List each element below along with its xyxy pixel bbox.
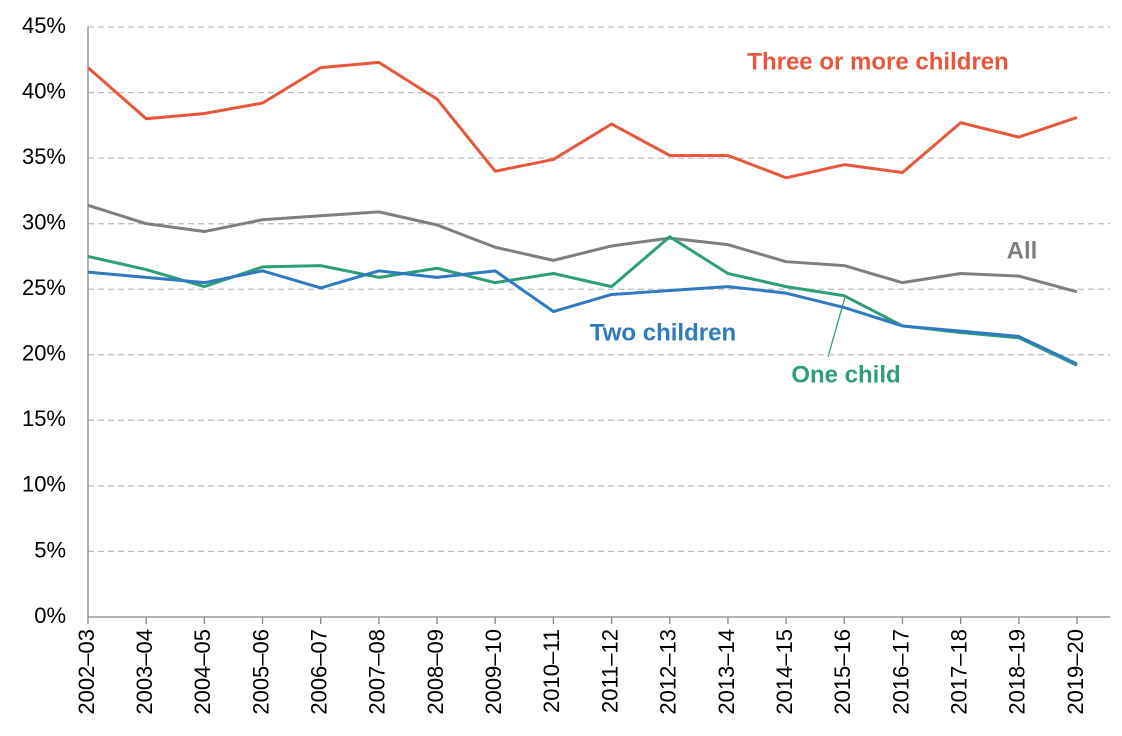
x-tick-label: 2014–15 bbox=[772, 629, 797, 715]
series-label: Two children bbox=[590, 319, 736, 346]
x-tick-label: 2004–05 bbox=[190, 629, 215, 715]
x-tick-label: 2011–12 bbox=[597, 629, 622, 713]
x-tick-label: 2010–11 bbox=[539, 629, 564, 713]
x-tick-label: 2006–07 bbox=[307, 629, 332, 715]
x-tick-label: 2012–13 bbox=[656, 629, 681, 715]
y-tick-label: 35% bbox=[22, 144, 66, 169]
x-tick-label: 2002–03 bbox=[74, 629, 99, 715]
x-tick-label: 2015–16 bbox=[830, 629, 855, 715]
y-tick-label: 40% bbox=[22, 78, 66, 103]
y-tick-label: 45% bbox=[22, 13, 66, 38]
series-label: All bbox=[1007, 237, 1038, 264]
x-tick-label: 2005–06 bbox=[248, 629, 273, 715]
x-tick-label: 2013–14 bbox=[714, 629, 739, 715]
y-tick-label: 25% bbox=[22, 275, 66, 300]
y-tick-label: 15% bbox=[22, 406, 66, 431]
series-line bbox=[87, 203, 1078, 294]
x-tick-label: 2016–17 bbox=[888, 629, 913, 715]
series-label: One child bbox=[791, 361, 900, 388]
series-line bbox=[87, 235, 1078, 367]
x-tick-label: 2007–08 bbox=[365, 629, 390, 715]
y-tick-label: 20% bbox=[22, 341, 66, 366]
y-tick-label: 5% bbox=[34, 537, 66, 562]
x-tick-label: 2009–10 bbox=[481, 629, 506, 715]
x-tick-label: 2018–19 bbox=[1005, 629, 1030, 715]
series-line bbox=[87, 60, 1078, 180]
y-tick-label: 30% bbox=[22, 209, 66, 234]
y-tick-label: 10% bbox=[22, 472, 66, 497]
x-tick-label: 2003–04 bbox=[132, 629, 157, 715]
x-tick-label: 2019–20 bbox=[1063, 629, 1088, 715]
y-tick-label: 0% bbox=[34, 603, 66, 628]
x-tick-label: 2017–18 bbox=[946, 629, 971, 715]
series-label: Three or more children bbox=[747, 48, 1008, 75]
series-line bbox=[87, 269, 1078, 366]
x-tick-label: 2008–09 bbox=[423, 629, 448, 715]
